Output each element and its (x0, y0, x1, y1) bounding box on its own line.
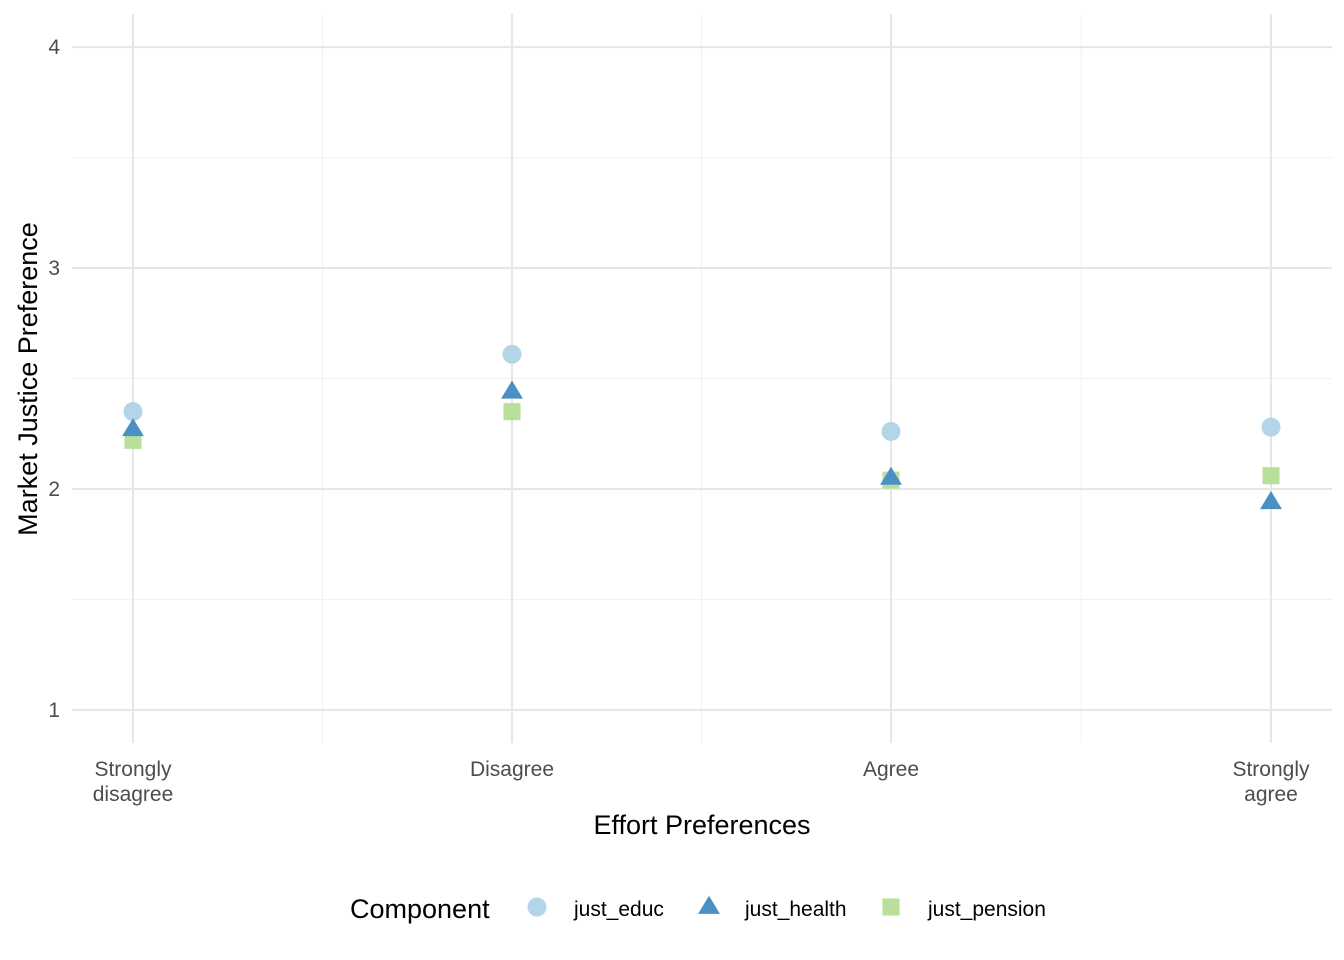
y-tick-label: 4 (48, 36, 60, 59)
legend-label: just_pension (927, 898, 1046, 921)
y-tick-label: 2 (48, 478, 60, 501)
x-tick-label: Agree (863, 758, 919, 781)
x-tick-label: Strongly agree (1232, 758, 1310, 806)
x-tick-label: Strongly disagree (93, 758, 174, 806)
legend: Component just_educ just_health just_pensi… (350, 894, 1046, 924)
data-points (122, 344, 1282, 510)
legend-key-just-health (698, 895, 720, 914)
legend-key-just-educ (527, 897, 547, 917)
point-just-health (501, 380, 523, 399)
x-axis-title: Effort Preferences (593, 810, 810, 840)
point-just-health (122, 418, 144, 437)
legend-label: just_educ (573, 898, 664, 921)
point-just-educ (1261, 417, 1281, 437)
y-axis-title: Market Justice Preference (13, 222, 43, 536)
legend-key-just-pension (882, 898, 900, 916)
point-just-pension (503, 403, 521, 421)
grid-layer (72, 14, 1332, 743)
x-tick-labels: Strongly disagree Disagree Agree Strongly agr… (93, 758, 1310, 806)
point-just-pension (1262, 467, 1280, 485)
point-just-educ (881, 422, 901, 442)
point-just-educ (123, 402, 143, 422)
y-tick-label: 3 (48, 257, 60, 280)
point-just-health (880, 466, 902, 485)
legend-title: Component (350, 894, 490, 924)
point-just-health (1260, 491, 1282, 510)
point-just-educ (502, 344, 522, 364)
legend-label: just_health (744, 898, 847, 921)
y-tick-labels: 1 2 3 4 (48, 36, 60, 722)
y-tick-label: 1 (48, 699, 60, 722)
x-tick-label: Disagree (470, 758, 554, 781)
